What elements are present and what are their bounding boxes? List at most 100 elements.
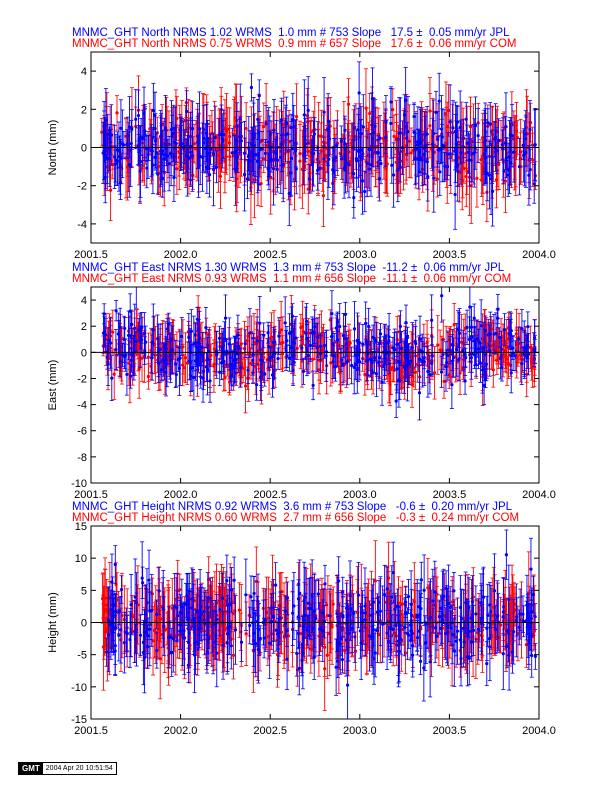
data-point bbox=[205, 165, 209, 169]
data-point bbox=[214, 165, 219, 169]
data-point bbox=[136, 113, 141, 118]
y-tick-label: 0 bbox=[81, 143, 87, 155]
data-point bbox=[119, 126, 123, 130]
data-point bbox=[250, 142, 254, 146]
data-point bbox=[294, 115, 299, 119]
data-point bbox=[459, 150, 463, 155]
data-point bbox=[235, 155, 240, 159]
data-point bbox=[331, 342, 335, 346]
data-point bbox=[453, 192, 457, 197]
data-point bbox=[389, 121, 393, 125]
data-point bbox=[529, 121, 533, 125]
data-point bbox=[254, 152, 258, 157]
data-point bbox=[491, 189, 495, 193]
data-point bbox=[175, 116, 179, 121]
data-point bbox=[177, 149, 181, 154]
data-point bbox=[318, 166, 322, 170]
data-point bbox=[264, 122, 268, 126]
data-point bbox=[187, 156, 191, 160]
data-point bbox=[419, 140, 423, 145]
data-point bbox=[279, 155, 283, 159]
data-point bbox=[218, 174, 223, 179]
data-point bbox=[378, 136, 382, 140]
data-point bbox=[428, 109, 432, 113]
data-point bbox=[223, 375, 227, 380]
data-point bbox=[394, 399, 398, 403]
data-point bbox=[268, 132, 272, 136]
data-point bbox=[508, 161, 513, 165]
data-point bbox=[167, 162, 171, 166]
data-point bbox=[239, 139, 243, 143]
data-point bbox=[364, 106, 368, 110]
data-point bbox=[171, 131, 175, 136]
data-point bbox=[517, 165, 521, 169]
data-point bbox=[292, 124, 296, 129]
data-point bbox=[367, 167, 371, 171]
data-point bbox=[412, 130, 416, 134]
data-point bbox=[249, 185, 253, 190]
data-point bbox=[462, 136, 466, 140]
data-point bbox=[385, 162, 389, 166]
data-point bbox=[298, 159, 302, 163]
data-point bbox=[191, 173, 195, 177]
data-point bbox=[436, 137, 440, 141]
data-point bbox=[438, 170, 442, 174]
data-point bbox=[267, 159, 271, 163]
data-point bbox=[120, 142, 124, 146]
data-point bbox=[257, 151, 261, 156]
data-point bbox=[347, 163, 351, 167]
data-point bbox=[245, 177, 250, 181]
data-point bbox=[311, 151, 316, 156]
data-point bbox=[112, 372, 116, 376]
data-point bbox=[488, 122, 492, 126]
data-point bbox=[422, 152, 426, 156]
x-tick-label: 2001.5 bbox=[74, 249, 108, 261]
data-point bbox=[409, 359, 413, 363]
data-point bbox=[118, 156, 123, 160]
data-point bbox=[523, 151, 527, 155]
data-point bbox=[130, 127, 134, 132]
x-tick-label: 2003.5 bbox=[433, 249, 467, 261]
data-point bbox=[501, 342, 505, 347]
data-point bbox=[420, 158, 424, 162]
data-point bbox=[363, 372, 367, 377]
data-point bbox=[390, 163, 394, 167]
data-point bbox=[207, 173, 212, 177]
data-point bbox=[276, 158, 280, 162]
data-point bbox=[272, 128, 276, 132]
data-point bbox=[211, 167, 216, 171]
data-point bbox=[452, 323, 456, 327]
data-point bbox=[103, 129, 107, 133]
data-point bbox=[262, 157, 266, 161]
data-point bbox=[461, 348, 465, 353]
data-point bbox=[127, 163, 131, 167]
data-point bbox=[150, 149, 154, 153]
data-point bbox=[138, 159, 143, 164]
east-panel: MNMC_GHT East NRMS 1.30 WRMS 1.3 mm # 75… bbox=[47, 262, 556, 501]
data-point bbox=[496, 139, 501, 143]
data-point bbox=[183, 356, 188, 360]
data-point bbox=[397, 131, 401, 135]
data-point bbox=[180, 363, 185, 367]
data-point bbox=[426, 174, 430, 179]
data-point bbox=[505, 344, 509, 348]
data-point bbox=[321, 140, 326, 144]
data-point bbox=[300, 359, 304, 363]
data-point bbox=[156, 172, 160, 176]
data-point bbox=[432, 176, 436, 180]
data-point bbox=[234, 168, 238, 172]
data-point bbox=[269, 176, 273, 180]
data-point bbox=[262, 125, 266, 129]
data-point bbox=[256, 117, 260, 121]
data-point bbox=[449, 155, 453, 159]
data-point bbox=[448, 152, 452, 156]
x-tick-label: 2004.0 bbox=[522, 249, 556, 261]
data-point bbox=[153, 139, 158, 143]
data-point bbox=[100, 130, 104, 134]
data-point bbox=[436, 148, 440, 152]
data-point bbox=[455, 348, 459, 352]
data-point bbox=[187, 335, 191, 340]
data-point bbox=[235, 124, 239, 129]
data-point bbox=[431, 131, 436, 136]
data-point bbox=[247, 159, 251, 163]
